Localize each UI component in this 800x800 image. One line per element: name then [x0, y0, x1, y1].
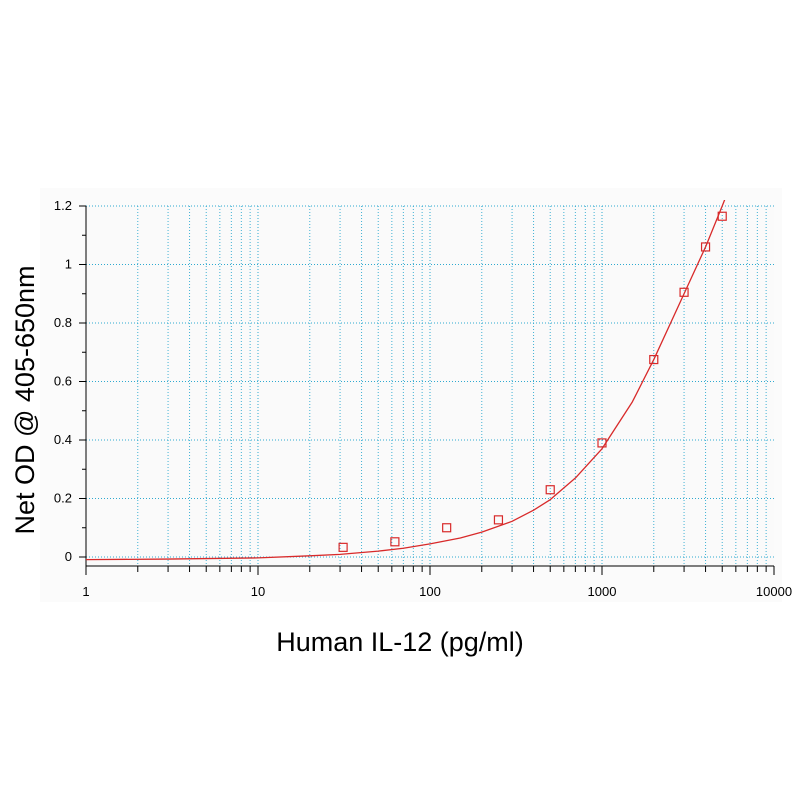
y-tick-label: 0.8 [54, 315, 72, 330]
tick-label-layer: 1.2 1 0.8 0.6 0.4 0.2 0 1 10 100 1000 10000 [54, 198, 792, 599]
x-tick-label: 100 [419, 584, 441, 599]
curve-layer [86, 200, 726, 561]
data-point [390, 537, 400, 547]
y-tick-label: 0.2 [54, 491, 72, 506]
data-point [649, 354, 659, 365]
x-tick-label: 10000 [756, 584, 792, 599]
x-tick-label: 1000 [588, 584, 617, 599]
y-tick-label: 0.6 [54, 374, 72, 389]
data-point [700, 242, 711, 252]
y-tick-label: 1.2 [54, 198, 72, 213]
data-point [545, 485, 555, 495]
data-point [679, 287, 689, 297]
data-point [717, 211, 727, 221]
points-layer [338, 211, 727, 552]
data-point [338, 542, 348, 552]
grid-layer [86, 205, 774, 566]
y-tick-label: 0.4 [54, 432, 72, 447]
fitted-curve [86, 200, 726, 561]
data-point [493, 515, 504, 525]
y-tick-label: 1 [65, 257, 72, 272]
y-axis-title: Net OD @ 405-650nm [10, 265, 40, 534]
x-tick-label: 1 [82, 584, 89, 599]
y-tick-label: 0 [65, 549, 72, 564]
data-point [597, 438, 607, 448]
axes-layer [79, 205, 775, 575]
x-tick-label: 10 [251, 584, 265, 599]
data-point [442, 523, 452, 533]
x-axis-title: Human IL-12 (pg/ml) [276, 627, 524, 657]
